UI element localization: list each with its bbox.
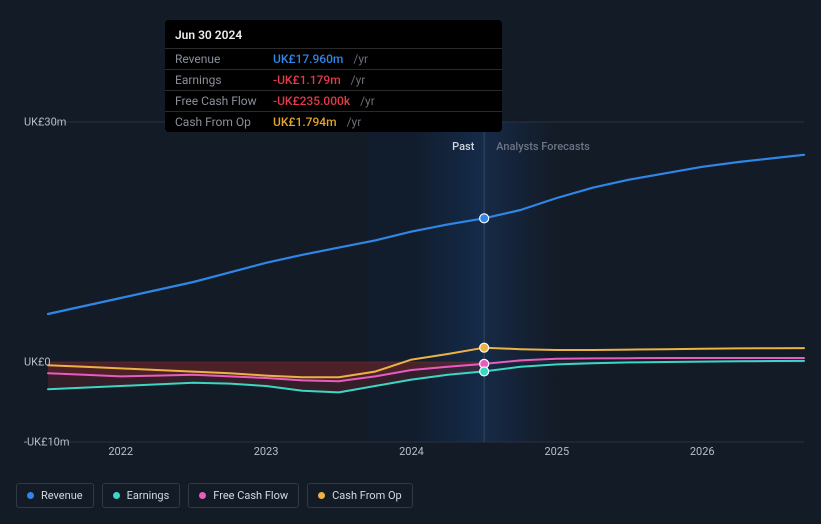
- tooltip-value: -UK£235.000k: [273, 94, 350, 108]
- tooltip-row: Earnings -UK£1.179m /yr: [165, 69, 502, 90]
- legend: Revenue Earnings Free Cash Flow Cash From O…: [16, 483, 413, 508]
- legend-dot-icon: [113, 492, 120, 499]
- tooltip-label: Earnings: [175, 73, 263, 87]
- legend-label: Cash From Op: [332, 489, 402, 502]
- y-axis-tick: UK£0: [24, 356, 51, 369]
- legend-dot-icon: [199, 492, 206, 499]
- chart-svg: [16, 122, 804, 442]
- y-axis-tick: UK£30m: [24, 116, 66, 129]
- tooltip-row: Revenue UK£17.960m /yr: [165, 48, 502, 69]
- legend-item[interactable]: Revenue: [16, 483, 94, 508]
- forecast-label: Analysts Forecasts: [496, 140, 590, 153]
- tooltip-date: Jun 30 2024: [165, 20, 502, 48]
- legend-label: Free Cash Flow: [213, 489, 288, 502]
- x-axis-tick: 2023: [254, 445, 279, 458]
- tooltip-unit: /yr: [353, 52, 368, 66]
- tooltip-value: -UK£1.179m: [273, 73, 341, 87]
- tooltip-label: Free Cash Flow: [175, 94, 263, 108]
- tooltip-unit: /yr: [351, 73, 366, 87]
- x-axis-tick: 2026: [690, 445, 715, 458]
- y-axis-tick: -UK£10m: [24, 436, 69, 449]
- tooltip-unit: /yr: [360, 94, 375, 108]
- tooltip-unit: /yr: [347, 115, 362, 129]
- x-axis-tick: 2024: [399, 445, 424, 458]
- legend-dot-icon: [27, 492, 34, 499]
- chart-container: UK£30mUK£0-UK£10m 20222023202420252026 P…: [16, 122, 805, 508]
- legend-label: Earnings: [127, 489, 170, 502]
- legend-item[interactable]: Earnings: [102, 483, 181, 508]
- x-axis-tick: 2022: [108, 445, 133, 458]
- legend-item[interactable]: Cash From Op: [307, 483, 413, 508]
- tooltip-row: Cash From Op UK£1.794m /yr: [165, 111, 502, 132]
- tooltip-row: Free Cash Flow -UK£235.000k /yr: [165, 90, 502, 111]
- tooltip-value: UK£17.960m: [273, 52, 343, 66]
- legend-item[interactable]: Free Cash Flow: [188, 483, 299, 508]
- tooltip-label: Cash From Op: [175, 115, 263, 129]
- x-axis-tick: 2025: [544, 445, 569, 458]
- legend-dot-icon: [318, 492, 325, 499]
- legend-label: Revenue: [41, 489, 83, 502]
- tooltip-value: UK£1.794m: [273, 115, 337, 129]
- tooltip-label: Revenue: [175, 52, 263, 66]
- chart-tooltip: Jun 30 2024 Revenue UK£17.960m /yr Earni…: [165, 20, 502, 132]
- past-label: Past: [452, 140, 474, 153]
